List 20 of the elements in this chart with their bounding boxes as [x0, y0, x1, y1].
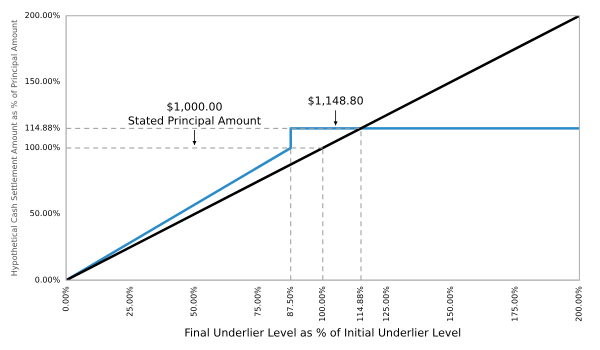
- x-tick-label: 87.50%: [286, 286, 295, 317]
- y-tick-label: 100.00%: [24, 143, 61, 152]
- annotation: $1,000.00 Stated Principal Amount: [128, 100, 262, 128]
- annotation: $1,148.80: [308, 94, 364, 108]
- x-tick-label: 125.00%: [382, 286, 392, 322]
- x-tick-label: 200.00%: [574, 286, 584, 322]
- y-tick-label: 114.88%: [24, 123, 61, 132]
- y-tick-label: 50.00%: [30, 209, 61, 218]
- x-tick-label: 100.00%: [318, 286, 327, 322]
- x-tick-label: 150.00%: [446, 286, 456, 322]
- y-tick-label: 200.00%: [24, 10, 61, 20]
- y-tick-label: 0.00%: [34, 275, 61, 284]
- x-tick-label: 25.00%: [125, 286, 134, 317]
- x-tick-label: 50.00%: [190, 286, 199, 317]
- x-tick-label: 175.00%: [510, 286, 520, 322]
- x-tick-label: 114.88%: [356, 286, 366, 322]
- x-tick-label: 75.00%: [254, 286, 263, 317]
- y-tick-label: 150.00%: [24, 76, 61, 86]
- x-axis-title: Final Underlier Level as % of Initial Underlier Level: [184, 326, 462, 340]
- y-axis-title: Hypothetical Cash Settlement Amount as % of Principal Amount: [10, 20, 19, 276]
